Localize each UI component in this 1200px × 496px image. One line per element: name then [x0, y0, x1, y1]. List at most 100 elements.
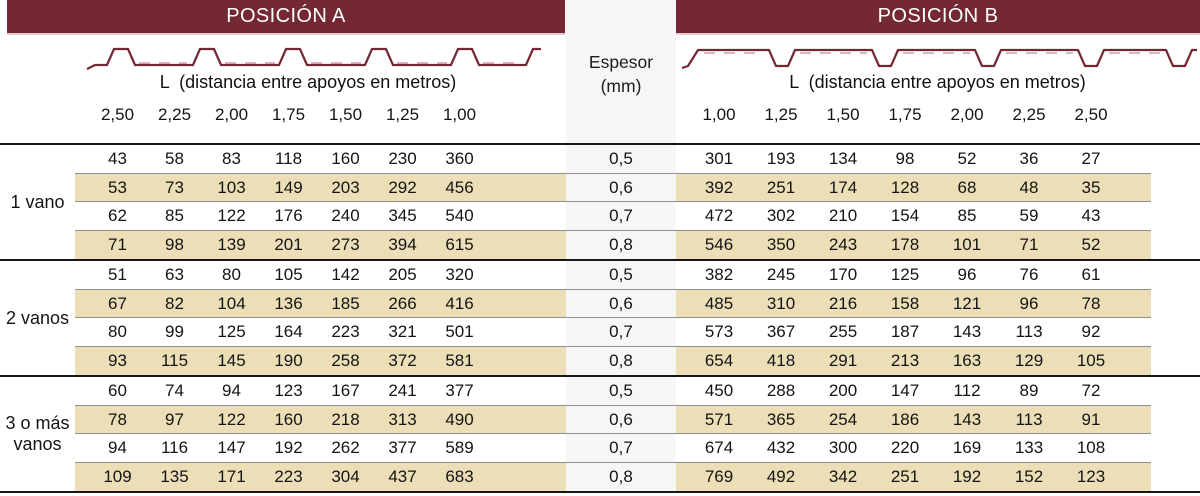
value-cell-b: 158 — [890, 293, 920, 313]
value-cell-a: 125 — [217, 322, 246, 341]
value-cell-a: 416 — [445, 293, 474, 313]
value-cell-b: 112 — [953, 381, 981, 400]
value-cell-a: 203 — [331, 177, 360, 197]
value-cell-a: 136 — [274, 293, 303, 313]
value-cell-a: 321 — [388, 322, 417, 341]
value-cell-a: 145 — [217, 350, 246, 370]
value-cell-a: 60 — [108, 381, 127, 400]
value-cell-b: 113 — [1015, 322, 1043, 341]
value-cell-a: 394 — [388, 234, 417, 254]
value-cell-a: 377 — [388, 438, 417, 457]
value-cell-a: 147 — [217, 438, 246, 457]
value-cell-a: 167 — [331, 381, 360, 400]
value-cell-b: 133 — [1014, 438, 1044, 457]
table-row: 80 99 125 164 223 321 501 0,7 573 367 255 187 143 113… — [0, 317, 1200, 347]
corrugated-profile-b-icon — [681, 48, 1197, 70]
espesor-cell: 0,7 — [609, 206, 633, 225]
value-cell-a: 94 — [222, 381, 241, 400]
row-divider-line — [75, 201, 1151, 202]
value-cell-b: 105 — [1076, 350, 1106, 370]
value-cell-a: 142 — [331, 265, 360, 284]
value-cell-b: 43 — [1081, 206, 1101, 225]
value-cell-a: 116 — [160, 438, 189, 457]
row-group: 2 vanos 51 63 80 105 142 205 320 0,5 382 245 170 125… — [0, 261, 1200, 375]
position-a-header: POSICIÓN A — [7, 0, 565, 35]
value-cell-a: 149 — [274, 177, 303, 197]
value-cell-b: 92 — [1081, 322, 1101, 341]
value-cell-a: 273 — [331, 234, 360, 254]
table-row: 43 58 83 118 160 230 360 0,5 301 193 134 98 52 36 27 — [0, 145, 1200, 174]
value-cell-a: 190 — [274, 350, 303, 370]
value-cell-a: 377 — [445, 381, 474, 400]
span-header-value: 2,00 — [950, 105, 984, 124]
value-cell-b: 147 — [890, 381, 920, 400]
value-cell-a: 304 — [331, 466, 360, 486]
value-cell-b: 174 — [828, 177, 858, 197]
value-cell-b: 192 — [952, 466, 982, 486]
value-cell-b: 98 — [895, 149, 915, 168]
espesor-header-line2: (mm) — [600, 76, 642, 96]
value-cell-a: 135 — [160, 466, 189, 486]
group-separator-line — [0, 375, 1200, 377]
value-cell-b: 129 — [1014, 350, 1044, 370]
l-distance-label-a: L (distancia entre apoyos en metros) — [159, 72, 457, 92]
value-cell-a: 360 — [445, 149, 474, 168]
value-cell-b: 52 — [1081, 234, 1101, 254]
row-divider-line — [75, 229, 1151, 231]
group-separator-line — [0, 259, 1200, 261]
value-cell-a: 540 — [445, 206, 474, 225]
value-cell-a: 223 — [274, 466, 303, 486]
value-cell-b: 450 — [704, 381, 734, 400]
value-cell-b: 291 — [828, 350, 858, 370]
value-cell-b: 143 — [952, 322, 982, 341]
row-divider-line — [75, 345, 1151, 347]
value-cell-b: 654 — [704, 350, 734, 370]
group-label: 2 vanos — [5, 307, 70, 328]
value-cell-a: 205 — [388, 265, 417, 284]
value-cell-b: 71 — [1019, 234, 1039, 254]
table-row: 62 85 122 176 240 345 540 0,7 472 302 210 154 85 59 43 — [0, 201, 1200, 231]
value-cell-a: 78 — [108, 409, 127, 429]
espesor-cell: 0,6 — [609, 409, 633, 429]
espesor-cell: 0,5 — [609, 149, 633, 168]
value-cell-b: 571 — [704, 409, 734, 429]
value-cell-b: 254 — [828, 409, 858, 429]
value-cell-a: 192 — [274, 438, 303, 457]
row-divider-line — [75, 404, 1151, 406]
value-cell-a: 490 — [445, 409, 474, 429]
value-cell-a: 171 — [217, 466, 246, 486]
value-cell-b: 432 — [766, 438, 796, 457]
corrugated-profile-a-icon — [86, 47, 541, 70]
value-cell-b: 128 — [890, 177, 920, 197]
value-cell-a: 372 — [388, 350, 417, 370]
value-cell-b: 89 — [1019, 381, 1039, 400]
value-cell-b: 91 — [1081, 409, 1101, 429]
value-cell-b: 245 — [766, 265, 796, 284]
value-cell-a: 58 — [165, 149, 184, 168]
value-cell-b: 187 — [890, 322, 920, 341]
espesor-cell: 0,7 — [609, 322, 633, 341]
value-cell-b: 59 — [1019, 206, 1039, 225]
value-cell-b: 674 — [704, 438, 734, 457]
row-divider-line — [75, 461, 1151, 463]
value-cell-a: 164 — [274, 322, 303, 341]
value-cell-a: 176 — [274, 206, 303, 225]
row-divider-line — [75, 317, 1151, 318]
value-cell-a: 83 — [222, 149, 241, 168]
position-b-title: POSICIÓN B — [877, 5, 999, 27]
value-cell-b: 170 — [828, 265, 858, 284]
value-cell-b: 382 — [704, 265, 734, 284]
group-separator-line — [0, 143, 1200, 145]
span-header-value: 1,25 — [764, 105, 798, 124]
value-cell-a: 266 — [388, 293, 417, 313]
value-cell-b: 213 — [890, 350, 920, 370]
value-cell-b: 72 — [1081, 381, 1101, 400]
row-divider-line — [75, 288, 1151, 290]
value-cell-b: 300 — [828, 438, 858, 457]
value-cell-a: 80 — [222, 265, 241, 284]
value-cell-a: 139 — [217, 234, 246, 254]
value-cell-b: 251 — [766, 177, 796, 197]
span-header-value: 1,50 — [826, 105, 860, 124]
value-cell-b: 178 — [890, 234, 920, 254]
espesor-cell: 0,7 — [609, 438, 633, 457]
